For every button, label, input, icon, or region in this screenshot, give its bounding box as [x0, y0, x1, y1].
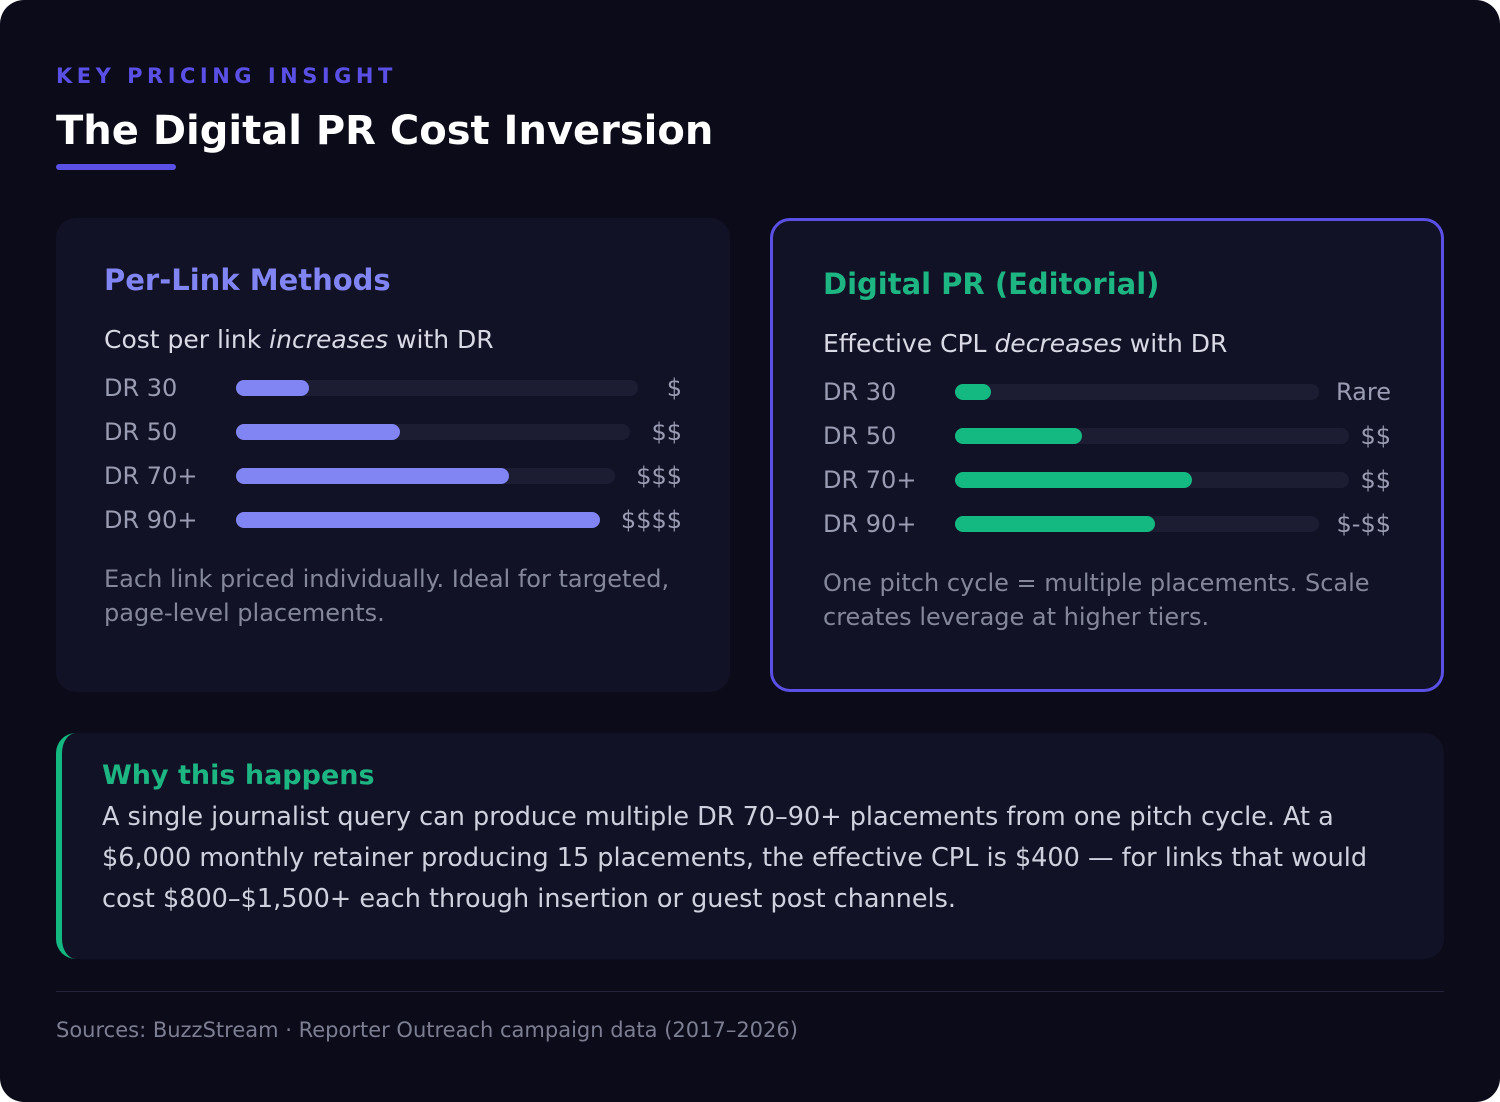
title-underline — [56, 164, 176, 170]
bar — [236, 380, 309, 396]
bar-category-label: DR 70+ — [823, 466, 917, 494]
bar-value-label: $$$ — [636, 462, 682, 490]
bar-row: DR 70+ $$$ — [104, 454, 682, 498]
bar-category-label: DR 50 — [104, 418, 178, 446]
footer-divider — [56, 991, 1444, 992]
bar-track — [236, 380, 638, 396]
bar-track — [236, 512, 600, 528]
bar-value-label: $-$$ — [1336, 510, 1391, 538]
bar-track — [955, 384, 1319, 400]
bar-category-label: DR 90+ — [104, 506, 198, 534]
bar-track — [236, 424, 630, 440]
bar-row: DR 70+ $$ — [823, 458, 1391, 502]
bar-value-label: $ — [666, 374, 682, 402]
bar — [955, 428, 1082, 444]
digital-pr-subtitle-start: Effective CPL — [823, 329, 995, 358]
bar — [955, 384, 991, 400]
bar — [955, 472, 1192, 488]
bar-row: DR 90+ $$$$ — [104, 498, 682, 542]
digital-pr-subtitle-end: with DR — [1121, 329, 1228, 358]
bar-category-label: DR 30 — [104, 374, 178, 402]
bar-category-label: DR 50 — [823, 422, 897, 450]
per-link-bar-chart: DR 30 $ DR 50 $$ DR 70+ $$$ DR 90+ $$$$ — [104, 366, 682, 542]
bar — [236, 424, 400, 440]
per-link-subtitle-end: with DR — [388, 325, 494, 354]
bar-track — [955, 516, 1319, 532]
bar-category-label: DR 90+ — [823, 510, 917, 538]
bar-track — [236, 468, 615, 484]
bar-row: DR 90+ $-$$ — [823, 502, 1391, 546]
per-link-panel: Per-Link Methods Cost per link increases… — [56, 218, 730, 692]
digital-pr-title: Digital PR (Editorial) — [823, 267, 1160, 301]
bar — [955, 516, 1155, 532]
bar-value-label: $$ — [1360, 466, 1391, 494]
per-link-note: Each link priced individually. Ideal for… — [104, 565, 670, 627]
bar-value-label: $$ — [1360, 422, 1391, 450]
digital-pr-subtitle-emphasis: decreases — [994, 329, 1122, 358]
why-body: A single journalist query can produce mu… — [102, 802, 1368, 914]
bar-row: DR 30 $ — [104, 366, 682, 410]
per-link-subtitle: Cost per link increases with DR — [104, 324, 682, 356]
bar-value-label: Rare — [1336, 378, 1391, 406]
why-title: Why this happens — [102, 760, 375, 791]
digital-pr-panel: Digital PR (Editorial) Effective CPL dec… — [770, 218, 1444, 692]
bar-value-label: $$$$ — [620, 506, 682, 534]
comparison-panels: Per-Link Methods Cost per link increases… — [56, 218, 1444, 692]
digital-pr-note: One pitch cycle = multiple placements. S… — [823, 569, 1370, 631]
bar — [236, 468, 509, 484]
bar — [236, 512, 600, 528]
bar-track — [955, 472, 1349, 488]
sources-note: Sources: BuzzStream · Reporter Outreach … — [56, 1018, 798, 1042]
bar-track — [955, 428, 1349, 444]
digital-pr-bar-chart: DR 30 Rare DR 50 $$ DR 70+ $$ DR 90+ $-$$ — [823, 370, 1391, 546]
digital-pr-subtitle: Effective CPL decreases with DR — [823, 328, 1391, 360]
bar-row: DR 30 Rare — [823, 370, 1391, 414]
why-callout: Why this happens A single journalist que… — [56, 733, 1444, 959]
bar-row: DR 50 $$ — [823, 414, 1391, 458]
page-title: The Digital PR Cost Inversion — [56, 108, 714, 154]
per-link-subtitle-emphasis: increases — [269, 325, 389, 354]
per-link-subtitle-start: Cost per link — [104, 325, 270, 354]
bar-category-label: DR 30 — [823, 378, 897, 406]
bar-row: DR 50 $$ — [104, 410, 682, 454]
per-link-title: Per-Link Methods — [104, 263, 391, 297]
bar-category-label: DR 70+ — [104, 462, 198, 490]
kicker-label: KEY PRICING INSIGHT — [56, 64, 397, 88]
bar-value-label: $$ — [651, 418, 682, 446]
